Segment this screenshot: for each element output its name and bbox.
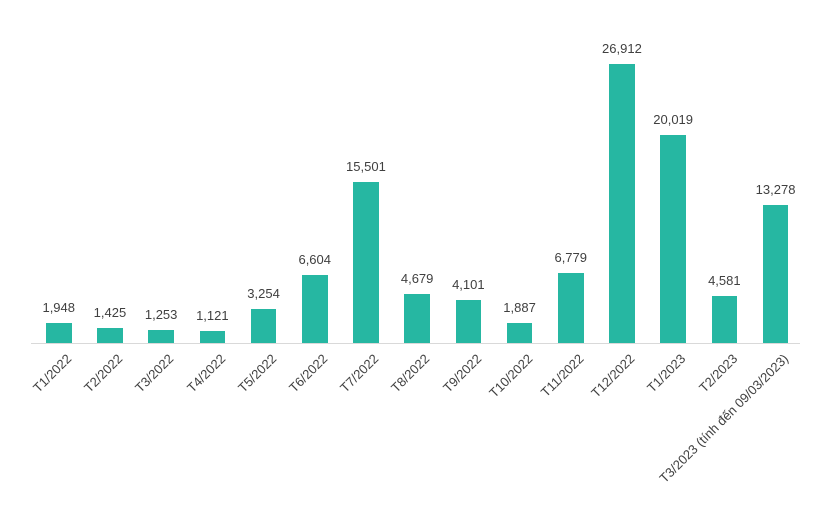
bar-value-label: 4,679 xyxy=(400,271,434,286)
bar-value-label: 4,101 xyxy=(452,277,485,292)
bar-value-label: 3,254 xyxy=(247,286,280,301)
bar-value-label: 26,912 xyxy=(602,41,642,56)
bar-value-label: 15,501 xyxy=(346,159,386,174)
bar xyxy=(148,330,174,343)
bar-value-label: 6,779 xyxy=(554,250,588,265)
x-axis-label: T12/2022 xyxy=(588,351,638,401)
x-axis-label: T1/2023 xyxy=(644,351,689,396)
bar-value-label: 4,581 xyxy=(708,273,741,288)
x-axis-label: T6/2022 xyxy=(286,351,331,396)
bar xyxy=(250,309,277,343)
x-axis-label: T7/2022 xyxy=(337,351,382,396)
bar xyxy=(711,296,738,343)
bar xyxy=(762,205,789,343)
bar xyxy=(353,182,379,343)
bar-value-label: 6,604 xyxy=(298,252,332,267)
bar xyxy=(302,275,328,343)
bar xyxy=(609,64,635,343)
bar-value-label: 1,425 xyxy=(93,305,127,320)
bar xyxy=(455,300,482,343)
bar-value-label: 1,887 xyxy=(503,300,536,315)
bar xyxy=(660,135,686,343)
x-axis-label: T4/2022 xyxy=(183,351,228,396)
x-axis-label: T2/2023 xyxy=(695,351,740,396)
x-axis-label: T3/2022 xyxy=(132,351,177,396)
x-axis-label: T9/2022 xyxy=(439,351,484,396)
x-axis-label: T11/2022 xyxy=(537,351,587,400)
bar-value-label: 1,121 xyxy=(196,308,229,323)
bar-value-label: 1,948 xyxy=(42,300,76,315)
x-axis-label: T8/2022 xyxy=(388,351,433,396)
bar xyxy=(97,328,123,343)
x-axis-label: T10/2022 xyxy=(485,351,536,401)
bar xyxy=(558,273,584,343)
bar-value-label: 20,019 xyxy=(653,112,694,127)
x-axis-line xyxy=(31,343,800,344)
bar-value-label: 1,253 xyxy=(144,307,178,322)
bar xyxy=(46,323,72,343)
bar xyxy=(199,331,226,343)
x-axis-label: T5/2022 xyxy=(234,351,280,396)
bar-value-label: 13,278 xyxy=(755,182,796,197)
x-axis-label: T2/2022 xyxy=(81,351,126,396)
bar xyxy=(404,294,430,343)
bar xyxy=(506,323,533,343)
x-axis-label: T1/2022 xyxy=(30,351,75,396)
